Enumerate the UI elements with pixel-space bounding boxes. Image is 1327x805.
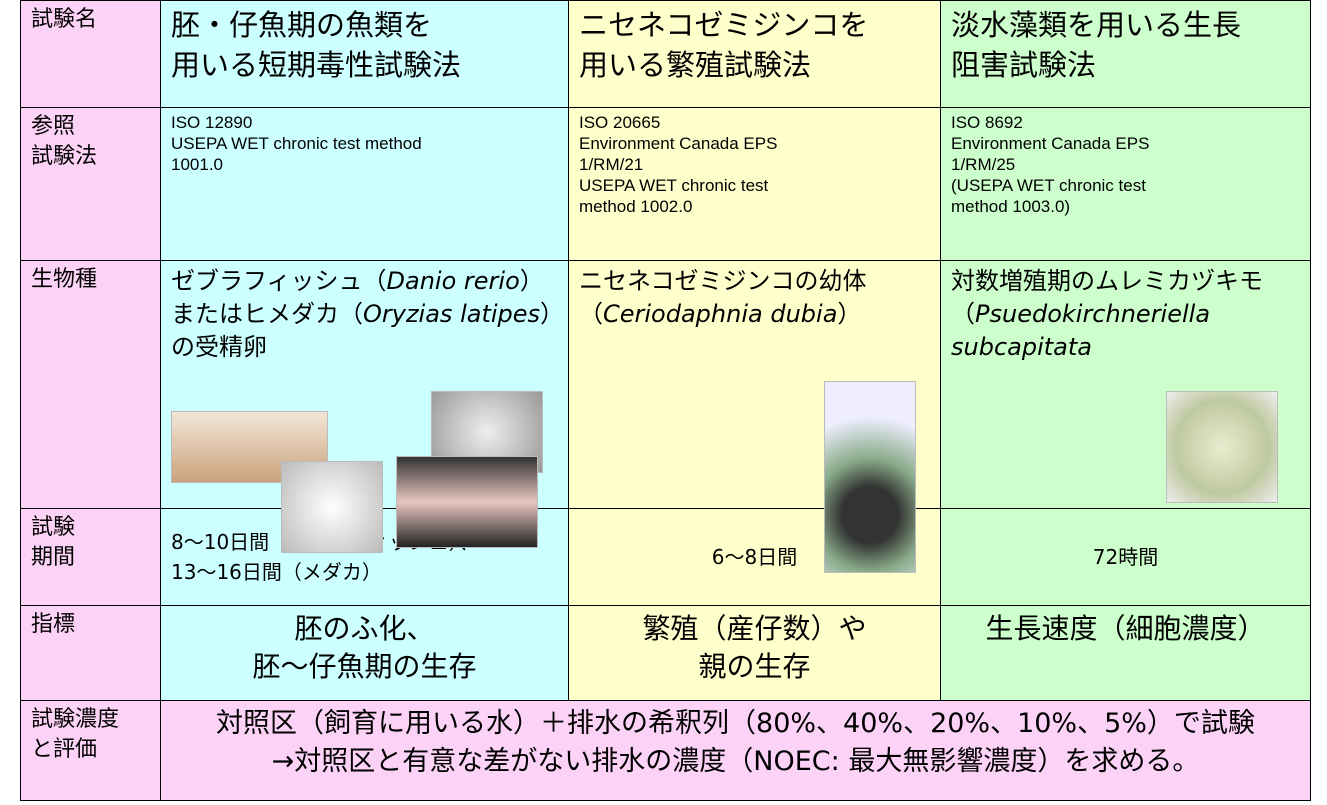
- table-row: 生物種 ゼブラフィッシュ（Danio rerio）またはヒメダカ（Oryzias …: [20, 260, 1311, 573]
- table-row: 指標 胚のふ化、 胚～仔魚期の生存 繁殖（産仔数）や 親の生存 生長速度（細胞濃度）: [20, 605, 1311, 701]
- text-segment: ）の受精卵: [171, 300, 553, 361]
- text-line: 1/RM/21: [579, 155, 644, 174]
- text-line: 用いる短期毒性試験法: [171, 48, 462, 82]
- text-line: 試験濃度: [31, 707, 120, 732]
- row-label: 試験 期間: [20, 508, 161, 606]
- text-line: Environment Canada EPS: [579, 134, 778, 153]
- text-segment: Ceriodaphnia dubia: [603, 300, 838, 328]
- text-line: 生長速度（細胞濃度）: [985, 612, 1266, 645]
- text-line: 生物種: [31, 267, 98, 292]
- cell: ISO 20665 Environment Canada EPS 1/RM/21 US…: [568, 107, 941, 261]
- text-line: と評価: [31, 737, 98, 762]
- text-segment: 対数増殖期のムレミカヅキモ（: [951, 267, 1263, 328]
- text-line: 親の生存: [698, 650, 811, 683]
- text-line: 試験名: [31, 7, 98, 32]
- cell: 72時間: [940, 508, 1311, 606]
- photo: [281, 461, 383, 553]
- row-label: 指標: [20, 605, 161, 701]
- text-segment: ゼブラフィッシュ（: [171, 267, 387, 295]
- photo: [396, 456, 538, 548]
- row-label: 試験名: [20, 0, 161, 108]
- text-line: 6～8日間: [711, 545, 798, 569]
- photo: [824, 381, 916, 573]
- text-segment: Oryzias latipes: [363, 300, 541, 328]
- cell: 対数増殖期のムレミカヅキモ（Psuedokirchneriella subcap…: [940, 260, 1311, 509]
- text-line: 1/RM/25: [951, 155, 1016, 174]
- text-line: (USEPA WET chronic test: [951, 176, 1146, 195]
- cell: 対照区（飼育に用いる水）＋排水の希釈列（80%、40%、20%、10%、5%）で…: [160, 700, 1311, 801]
- table-row: 試験濃度と評価 対照区（飼育に用いる水）＋排水の希釈列（80%、40%、20%、1…: [20, 700, 1311, 801]
- cell: ISO 12890 USEPA WET chronic test method 10…: [160, 107, 569, 261]
- text-line: 阻害試験法: [951, 48, 1097, 82]
- cell: ニセネコゼミジンコの幼体（Ceriodaphnia dubia）: [568, 260, 941, 573]
- text-segment: ）またはヒメダカ（: [171, 267, 544, 328]
- text-line: 胚・仔魚期の魚類を: [171, 8, 433, 42]
- text-line: Environment Canada EPS: [951, 134, 1150, 153]
- text-line: ニセネコゼミジンコを: [579, 8, 869, 42]
- text-line: 試験法: [31, 144, 98, 169]
- text-line: 用いる繁殖試験法: [579, 48, 812, 82]
- text-segment: ）: [837, 300, 862, 328]
- text-line: 1001.0: [171, 155, 223, 174]
- cell: ISO 8692 Environment Canada EPS 1/RM/25 (US…: [940, 107, 1311, 261]
- cell: 生長速度（細胞濃度）: [940, 605, 1311, 701]
- text-line: USEPA WET chronic test: [579, 176, 769, 195]
- text-line: 期間: [31, 545, 76, 570]
- row-label: 生物種: [20, 260, 161, 509]
- cell: 淡水藻類を用いる生長 阻害試験法: [940, 0, 1311, 108]
- cell: ニセネコゼミジンコを 用いる繁殖試験法: [568, 0, 941, 108]
- text-line: →対照区と有意な差がない排水の濃度（NOEC: 最大無影響濃度）を求める。: [271, 746, 1200, 777]
- text-line: 参照: [31, 114, 76, 139]
- text-line: 指標: [31, 612, 76, 637]
- text-line: 13～16日間（メダカ）: [171, 560, 382, 584]
- text-line: 対照区（飼育に用いる水）＋排水の希釈列（80%、40%、20%、10%、5%）で…: [216, 708, 1255, 739]
- table-row: 参照試験法 ISO 12890 USEPA WET chronic test met…: [20, 107, 1311, 261]
- text-line: 淡水藻類を用いる生長: [951, 8, 1242, 42]
- text-line: method 1002.0: [579, 197, 693, 216]
- text-line: 繁殖（産仔数）や: [642, 612, 867, 645]
- text-line: ISO 8692: [951, 113, 1023, 132]
- text-segment: ニセネコゼミジンコの幼体（: [579, 267, 867, 328]
- test-table: 試験名 胚・仔魚期の魚類を 用いる短期毒性試験法 ニセネコゼミジンコを 用いる繁殖試験法…: [20, 0, 1311, 801]
- row-label: 参照 試験法: [20, 107, 161, 261]
- cell: 胚のふ化、胚～仔魚期の生存: [160, 605, 569, 701]
- text-segment: Danio rerio: [386, 267, 520, 295]
- text-line: 胚のふ化、: [294, 612, 435, 645]
- cell: ゼブラフィッシュ（Danio rerio）またはヒメダカ（Oryzias lat…: [160, 260, 569, 553]
- text-line: 胚～仔魚期の生存: [252, 650, 477, 683]
- table-row: 試験名 胚・仔魚期の魚類を 用いる短期毒性試験法 ニセネコゼミジンコを 用いる繁殖試験法…: [20, 0, 1311, 108]
- text-segment: Psuedokirchneriella subcapitata: [951, 300, 1211, 361]
- text-line: method 1003.0): [951, 197, 1071, 216]
- text-line: 72時間: [1092, 545, 1159, 569]
- cell: 繁殖（産仔数）や 親の生存: [568, 605, 941, 701]
- text-line: USEPA WET chronic test method: [171, 134, 422, 153]
- text-line: 試験: [31, 515, 76, 540]
- row-label: 試験濃度 と評価: [20, 700, 161, 801]
- text-line: ISO 20665: [579, 113, 661, 132]
- table-row: 試験期間8～10日間（ゼブラフィッシュ）、13～16日間（メダカ）6～8日間72…: [20, 508, 1311, 606]
- photo: [1166, 391, 1278, 503]
- text-line: ISO 12890: [171, 113, 253, 132]
- cell: 胚・仔魚期の魚類を 用いる短期毒性試験法: [160, 0, 569, 108]
